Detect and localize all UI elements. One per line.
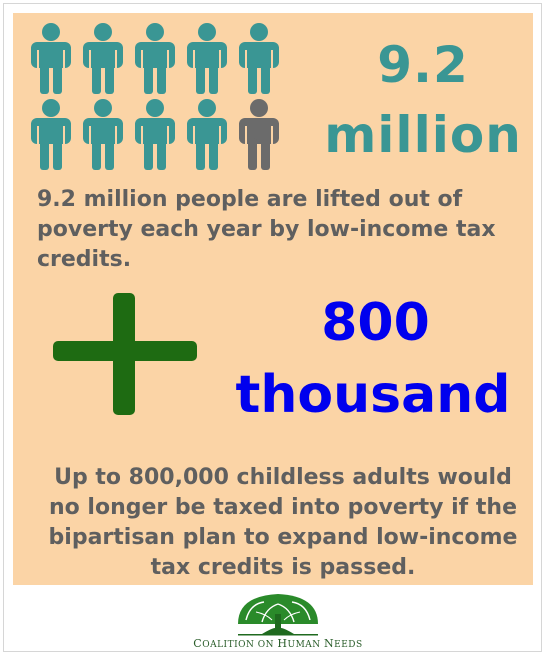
- organization-logo: COALITION ON HUMAN NEEDS: [188, 590, 368, 652]
- person-icon-highlighted: [187, 99, 227, 170]
- stat1-unit: million: [324, 106, 522, 164]
- person-icon-highlighted: [187, 23, 227, 94]
- person-icon-highlighted: [31, 99, 71, 170]
- person-icon-highlighted: [135, 99, 175, 170]
- plus-icon: [51, 291, 199, 419]
- organization-name: COALITION ON HUMAN NEEDS: [193, 637, 363, 650]
- person-icon-highlighted: [135, 23, 175, 94]
- person-icon-highlighted: [239, 23, 279, 94]
- stat2-description: Up to 800,000 childless adults would no …: [48, 465, 518, 580]
- person-icon-highlighted: [83, 99, 123, 170]
- stat1-description: 9.2 million people are lifted out of pov…: [37, 187, 496, 272]
- person-icon: [239, 99, 279, 170]
- stat1-number: 9.2: [377, 36, 469, 94]
- infographic-panel: 9.2 million 9.2 million people are lifte…: [13, 13, 533, 585]
- people-pictogram: [25, 20, 287, 172]
- tree-icon: [238, 594, 318, 636]
- person-icon-highlighted: [83, 23, 123, 94]
- person-icon-highlighted: [31, 23, 71, 94]
- stat2-number: 800: [321, 293, 430, 353]
- stat2-unit: thousand: [235, 365, 511, 425]
